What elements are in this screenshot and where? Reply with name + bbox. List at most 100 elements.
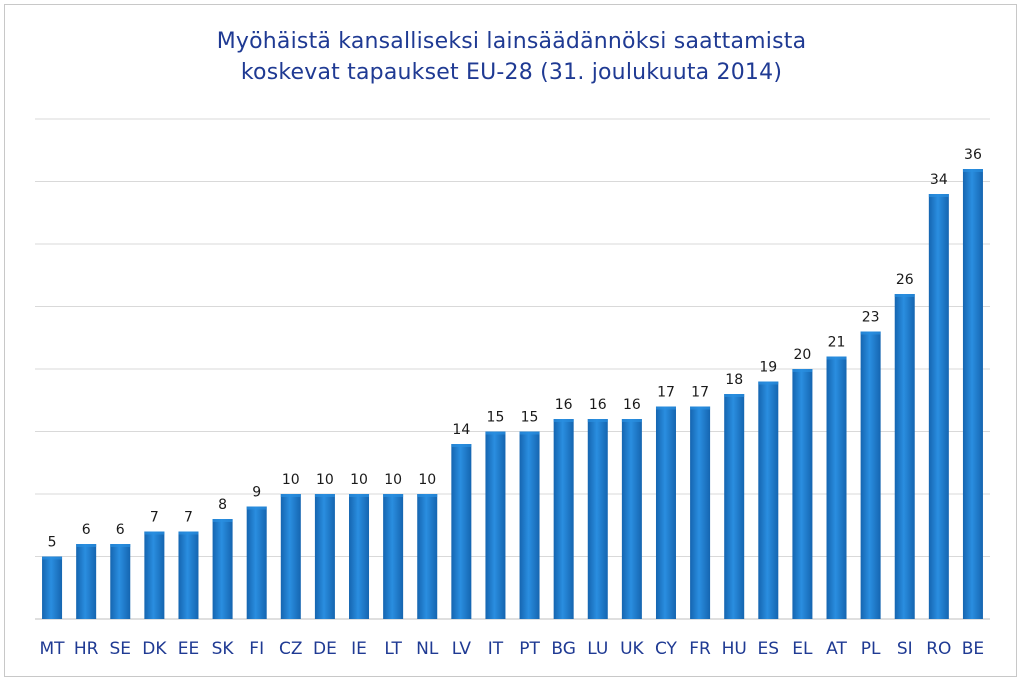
value-label-pt: 15 [521,410,539,426]
bar-lv [451,444,472,619]
bar-es [758,381,779,619]
category-label-at: AT [826,639,847,659]
bar-cap-sk [212,519,233,522]
value-label-fi: 9 [252,485,261,501]
value-label-lu: 16 [589,397,607,413]
bar-at [826,356,847,619]
value-label-pl: 23 [862,310,880,326]
bar-fr [690,406,711,619]
bar-cy [655,406,676,619]
bar-cap-ro [928,194,949,197]
bar-cap-hr [76,544,97,547]
chart-frame [4,4,1017,677]
value-label-ie: 10 [350,472,368,488]
bar-uk [621,419,642,619]
value-labels: 5 6 6 7 7 8 9 10 10 10 10 10 14 15 15 16 16 16 17 17 18 19 20 2… [48,147,982,551]
value-label-el: 20 [793,347,811,363]
category-label-de: DE [313,639,337,659]
category-label-el: EL [792,639,813,659]
category-label-sk: SK [212,639,235,659]
value-label-hr: 6 [82,522,91,538]
bar-cap-pt [519,431,540,435]
category-label-lv: LV [452,639,472,659]
category-label-cy: CY [655,639,678,659]
bar-cap-dk [144,531,165,535]
bar-cap-uk [621,419,642,422]
category-label-fr: FR [689,639,711,659]
bar-pt [519,431,540,619]
bar-cap-nl [417,494,438,497]
bar-cap-lv [451,444,472,447]
bar-cap-pl [860,331,881,335]
value-label-ee: 7 [184,510,193,526]
bar-dk [144,531,165,619]
value-label-es: 19 [759,360,777,376]
bar-cap-el [792,369,813,372]
bar-cap-cz [280,494,301,497]
category-label-ie: IE [351,639,367,659]
chart-title-line-1: Myöhäistä kansalliseksi lainsäädännöksi … [216,29,807,54]
value-label-de: 10 [316,472,334,488]
value-label-fr: 17 [691,385,709,401]
category-label-lu: LU [587,639,608,659]
bar-nl [417,494,438,619]
bar-el [792,369,813,619]
bar-cap-be [962,169,983,172]
chart-title-line-2: koskevat tapaukset EU-28 (31. joulukuuta… [240,60,783,85]
category-label-si: SI [897,639,913,659]
category-label-se: SE [109,639,131,659]
bar-cap-de [314,494,335,497]
value-label-se: 6 [116,522,125,538]
bar-cap-mt [42,556,63,560]
category-label-mt: MT [40,639,66,659]
bar-se [110,544,131,619]
category-label-uk: UK [620,639,644,659]
value-label-lt: 10 [384,472,402,488]
value-label-hu: 18 [725,372,743,388]
category-label-ro: RO [926,639,951,659]
bar-it [485,431,506,619]
value-label-sk: 8 [218,497,227,513]
category-label-dk: DK [142,639,167,659]
value-label-at: 21 [828,335,846,351]
category-label-hr: HR [74,639,99,659]
bar-ie [349,494,370,619]
category-labels: MT HR SE DK EE SK FI CZ DE IE LT NL LV IT PT BG LU UK CY FR… [40,639,985,659]
category-label-fi: FI [249,639,264,659]
bar-cap-bg [553,419,574,422]
category-label-pt: PT [519,639,540,659]
bar-ee [178,531,199,619]
category-label-cz: CZ [279,639,303,659]
bar-fi [246,506,267,619]
bar-hu [724,394,745,619]
category-label-it: IT [488,639,504,659]
value-label-bg: 16 [555,397,573,413]
category-label-es: ES [758,639,780,659]
bar-cap-cy [655,406,676,410]
bar-cz [280,494,301,619]
value-label-nl: 10 [418,472,436,488]
bar-cap-lu [587,419,608,422]
bar-cap-fr [690,406,711,410]
bar-pl [860,331,881,619]
bar-hr [76,544,97,619]
bar-cap-es [758,381,779,385]
bar-sk [212,519,233,619]
category-label-nl: NL [416,639,439,659]
category-label-hu: HU [722,639,747,659]
bar-cap-lt [383,494,404,497]
bar-cap-ie [349,494,370,497]
bar-cap-si [894,294,915,297]
bar-bg [553,419,574,619]
value-label-be: 36 [964,147,982,163]
gridlines [35,118,990,620]
bar-lt [383,494,404,619]
bar-de [314,494,335,619]
category-label-bg: BG [551,639,576,659]
bar-cap-at [826,356,847,360]
chart-title: Myöhäistä kansalliseksi lainsäädännöksi … [0,26,1023,88]
category-label-ee: EE [178,639,199,659]
bar-cap-fi [246,506,267,510]
value-label-uk: 16 [623,397,641,413]
bars [42,169,983,619]
